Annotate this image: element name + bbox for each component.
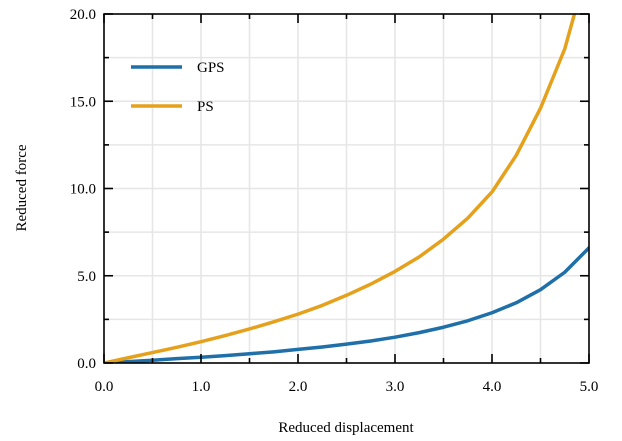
- axis-ticks: [103, 13, 590, 364]
- x-axis-title: Reduced displacement: [278, 420, 414, 436]
- x-tick-label: 1.0: [192, 379, 211, 395]
- x-tick-label: 0.0: [95, 379, 114, 395]
- series-line-ps: [104, 14, 577, 363]
- series-line-gps: [104, 246, 589, 363]
- legend: GPS PS: [131, 60, 225, 115]
- legend-label-gps: GPS: [197, 60, 225, 76]
- series-lines: [104, 14, 589, 363]
- tick-labels: 0.0 1.0 2.0 3.0 4.0 5.0 0.0 5.0 10.0 15.0 20.0: [70, 7, 599, 395]
- y-tick-label: 15.0: [70, 94, 96, 110]
- y-tick-label: 10.0: [70, 182, 96, 198]
- y-tick-label: 20.0: [70, 7, 96, 23]
- grid-lines: [104, 14, 589, 363]
- y-axis-title: Reduced force: [14, 144, 30, 231]
- x-tick-label: 2.0: [289, 379, 308, 395]
- y-tick-label: 5.0: [77, 269, 96, 285]
- y-tick-label: 0.0: [77, 356, 96, 372]
- x-tick-label: 5.0: [580, 379, 599, 395]
- x-tick-label: 4.0: [483, 379, 502, 395]
- legend-label-ps: PS: [197, 99, 214, 115]
- x-tick-label: 3.0: [386, 379, 405, 395]
